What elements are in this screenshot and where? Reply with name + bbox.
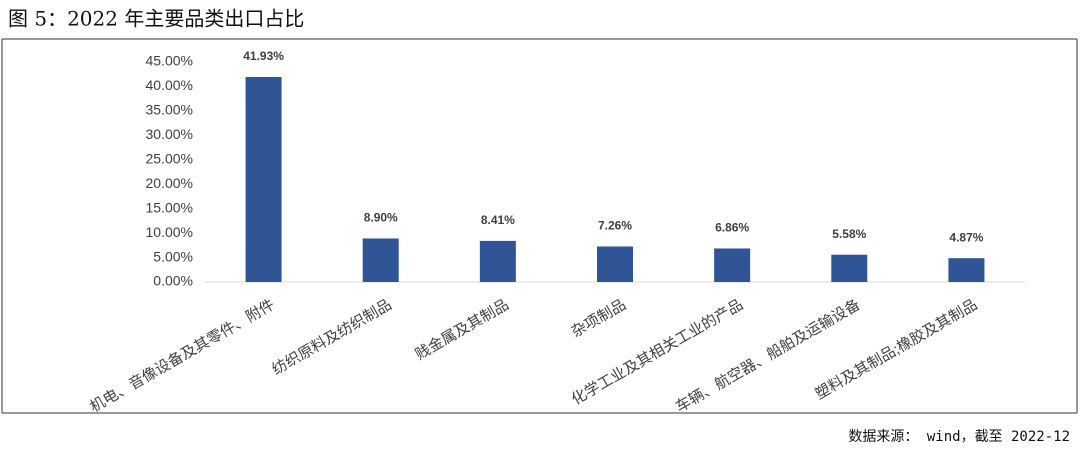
bar — [831, 254, 868, 282]
bar — [245, 77, 282, 283]
value-label: 8.90% — [364, 211, 398, 225]
x-tick-label: 机电、音像设备及其零件、附件 — [87, 296, 277, 416]
y-tick-label: 20.00% — [146, 175, 193, 191]
value-label: 8.41% — [481, 213, 515, 227]
x-tick-label: 车辆、航空器、船舶及运输设备 — [673, 296, 863, 416]
y-tick-label: 45.00% — [146, 53, 193, 69]
y-tick-label: 5.00% — [153, 248, 193, 264]
bar — [948, 258, 985, 282]
value-label: 5.58% — [832, 227, 866, 241]
value-label: 4.87% — [949, 230, 983, 244]
value-label: 7.26% — [598, 219, 632, 233]
y-tick-label: 30.00% — [146, 126, 193, 142]
x-tick-label: 纺织原料及纺织制品 — [269, 296, 394, 378]
y-tick-label: 15.00% — [146, 199, 193, 215]
y-tick-label: 0.00% — [153, 273, 193, 289]
value-label: 41.93% — [243, 49, 284, 63]
bar — [479, 240, 516, 282]
bar — [362, 238, 399, 282]
x-tick-label: 贱金属及其制品 — [412, 296, 511, 363]
bar — [714, 248, 751, 282]
y-tick-label: 35.00% — [146, 102, 193, 118]
x-tick-label: 杂项制品 — [569, 296, 629, 341]
value-label: 6.86% — [715, 221, 749, 235]
y-tick-label: 10.00% — [146, 224, 193, 240]
y-tick-label: 25.00% — [146, 150, 193, 166]
source-note: 数据来源： wind，截至 2022-12 — [848, 429, 1070, 445]
bar — [597, 246, 633, 282]
y-tick-label: 40.00% — [146, 77, 193, 93]
chart-title: 图 5：2022 年主要品类出口占比 — [8, 7, 304, 31]
